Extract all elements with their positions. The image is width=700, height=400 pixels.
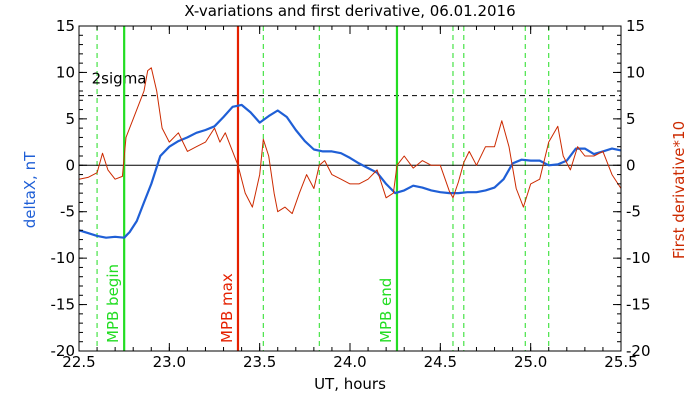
y-tick-label-left: 10 [56,63,75,81]
x-tick-label: 25.5 [604,353,637,371]
x-tick-label: 24.0 [333,353,366,371]
y-tick-label-right: 15 [626,17,645,35]
x-axis-title: UT, hours [314,375,386,393]
x-tick-label: 23.0 [153,353,186,371]
x-tick-label: 23.5 [243,353,276,371]
y-tick-label-left: -10 [51,249,76,267]
x-tick-label: 22.5 [62,353,95,371]
y-tick-label-left: -20 [51,342,76,360]
series-line-first-derivative-10 [78,67,622,215]
vertical-marker-label: MPB end [377,278,395,343]
y-tick-label-right: 0 [626,156,636,174]
y-tick-label-left: -15 [51,296,76,314]
threshold-label: 2sigma [92,70,147,88]
plot-frame [78,25,622,352]
y-tick-label-right: -10 [626,249,651,267]
vertical-marker-label: MPB max [218,273,236,343]
x-tick-label: 25.0 [514,353,547,371]
y-tick-label-right: -20 [626,342,651,360]
vertical-marker-label: MPB begin [104,264,122,343]
y-axis-title-right: First derivative*10 [670,121,688,259]
y-tick-label-right: 10 [626,63,645,81]
y-tick-label-right: -15 [626,296,651,314]
y-tick-label-right: -5 [626,203,641,221]
y-tick-label-left: 0 [65,156,75,174]
series-line-deltax [78,103,622,239]
y-tick-label-left: 15 [56,17,75,35]
y-tick-label-left: -5 [60,203,75,221]
x-tick-label: 24.5 [424,353,457,371]
chart-title: X-variations and first derivative, 06.01… [184,2,515,20]
y-axis-title-left: deltaX, nT [21,151,39,228]
y-tick-label-right: 5 [626,110,636,128]
y-tick-label-left: 5 [65,110,75,128]
